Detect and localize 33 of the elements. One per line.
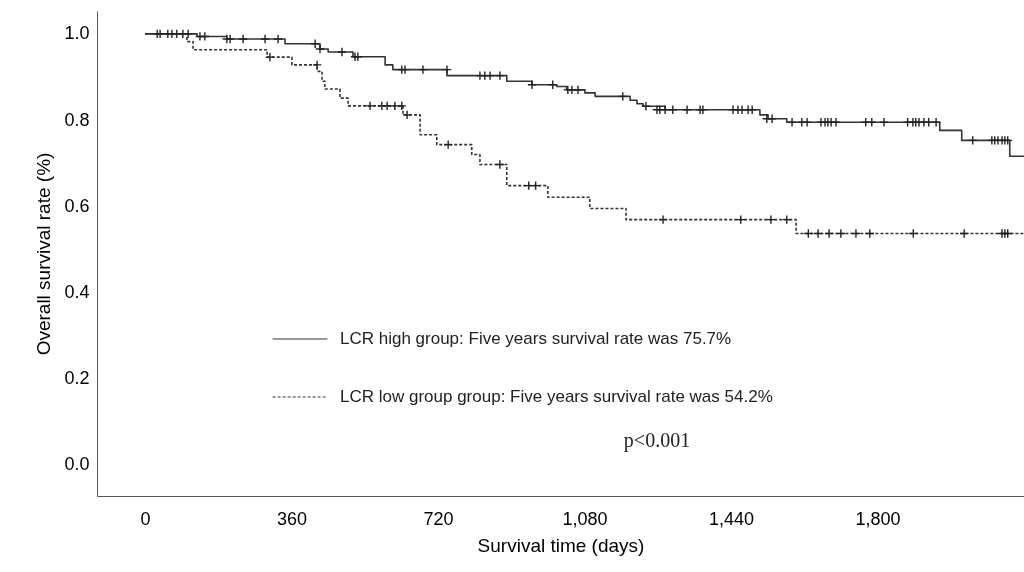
x-tick-label: 1,080 — [562, 508, 608, 529]
y-tick-label: 1.0 — [64, 23, 90, 44]
point — [402, 110, 412, 120]
annotation: p<0.001 — [623, 429, 691, 452]
point — [851, 228, 861, 239]
point — [836, 228, 846, 239]
point — [658, 214, 668, 225]
legend-label: LCR low group group: Five years survival rate was 54.2% — [340, 387, 773, 406]
point — [824, 228, 834, 239]
y-tick-label: 0.8 — [64, 109, 90, 130]
x-axis-title: Survival time (days) — [477, 534, 645, 556]
point — [813, 228, 823, 239]
x-tick-label: 1,800 — [855, 508, 901, 529]
y-tick-label: 0.4 — [64, 282, 90, 303]
point — [389, 100, 400, 111]
legend-label: LCR high group: Five years survival rate was 75.7% — [340, 329, 732, 348]
y-axis-title: Overall survival rate (%) — [33, 152, 55, 356]
point — [494, 159, 505, 170]
x-tick-label: 720 — [423, 508, 454, 529]
point — [396, 100, 407, 111]
point — [312, 60, 323, 70]
x-tick-label: 1,440 — [708, 508, 755, 529]
point — [365, 100, 375, 111]
x-tick-label: 360 — [276, 508, 308, 529]
point — [265, 52, 275, 63]
point — [443, 139, 454, 150]
point — [382, 100, 393, 111]
y-tick-label: 0.2 — [64, 368, 90, 389]
x-tick-label: 0 — [140, 508, 151, 529]
point — [959, 228, 970, 239]
y-tick-label: 0.0 — [64, 454, 90, 475]
y-tick-label: 0.6 — [64, 195, 90, 216]
point — [766, 214, 776, 225]
